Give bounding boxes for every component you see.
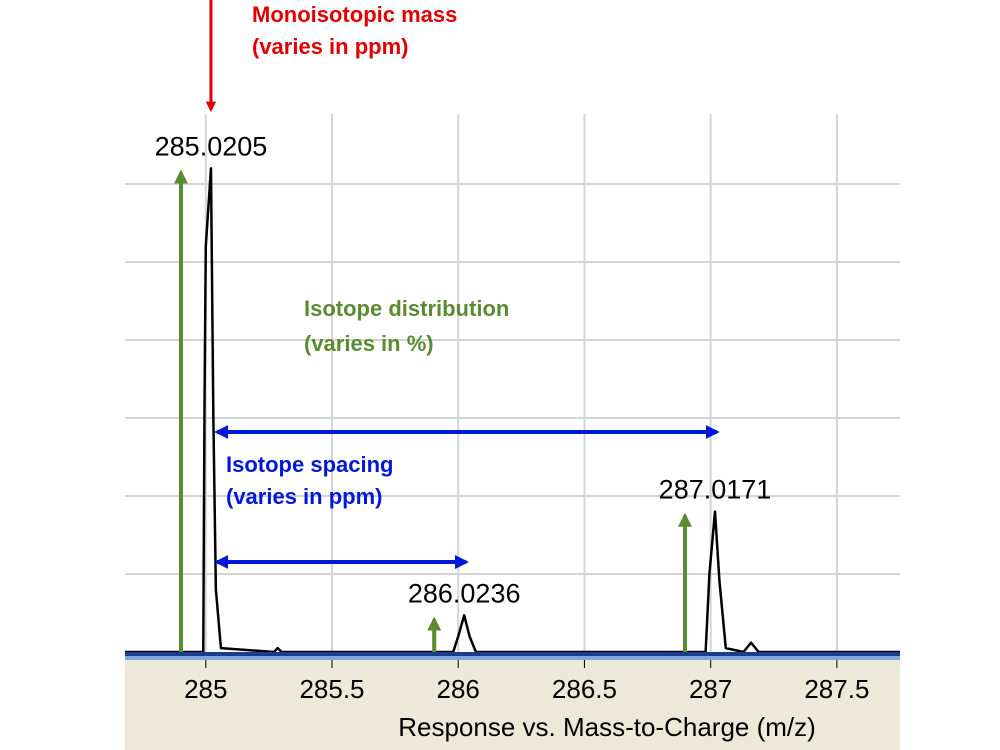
annotation: Isotope spacing (226, 452, 393, 477)
annotation: (varies in ppm) (252, 34, 408, 59)
x-tick-label: 285 (184, 674, 227, 704)
annotation: (varies in %) (304, 331, 434, 356)
peak-label: 285.0205 (155, 132, 268, 162)
x-tick-label: 287.5 (804, 674, 869, 704)
baseline-shade (125, 656, 900, 660)
peak-label: 287.0171 (659, 475, 772, 505)
annotation: Isotope distribution (304, 296, 509, 321)
annotation: Monoisotopic mass (252, 2, 457, 27)
baseline (125, 652, 900, 656)
annotation: (varies in ppm) (226, 484, 382, 509)
x-tick-label: 285.5 (299, 674, 364, 704)
x-tick-label: 286.5 (552, 674, 617, 704)
spectrum-line (125, 167, 900, 654)
x-axis-panel (125, 660, 900, 750)
x-tick-label: 286 (437, 674, 480, 704)
x-tick-label: 287 (689, 674, 732, 704)
x-axis-title: Response vs. Mass-to-Charge (m/z) (398, 712, 816, 742)
peak-label: 286.0236 (408, 578, 521, 608)
